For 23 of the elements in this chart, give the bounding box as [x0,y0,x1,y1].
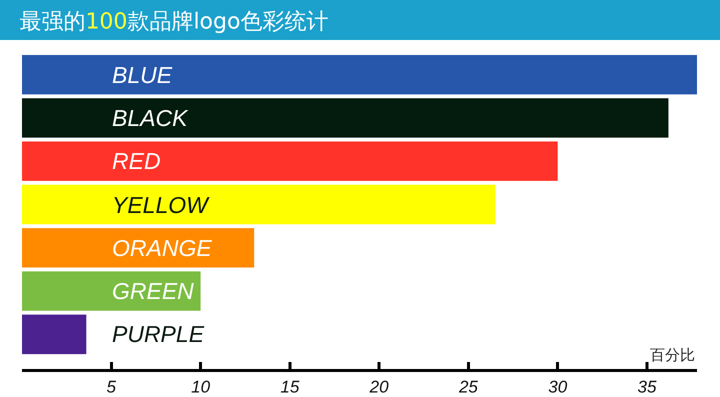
x-tick-label: 25 [458,377,478,396]
x-tick-label: 5 [106,377,117,396]
bar [22,228,254,268]
y-tick-label: YELLOW [112,192,210,218]
bar [22,271,201,311]
bar [22,184,496,224]
bar [22,98,668,138]
x-tick-label: 35 [638,377,657,396]
x-tick-label: 15 [280,377,300,396]
x-tick-label: 30 [548,377,568,396]
x-tick-label: 10 [191,377,211,396]
y-tick-label: BLACK [112,105,190,131]
y-tick-label: GREEN [112,278,194,304]
y-tick-label: ORANGE [112,235,212,261]
bar [22,314,86,354]
x-tick-label: 20 [368,377,390,396]
y-tick-label: RED [112,148,161,174]
bar [22,54,697,94]
y-tick-label: BLUE [112,62,173,88]
chart-title: 最强的100款品牌logo色彩统计 [19,9,328,34]
x-axis-title: 百分比 [650,346,695,364]
bar [22,142,558,181]
y-tick-label: PURPLE [112,321,205,347]
